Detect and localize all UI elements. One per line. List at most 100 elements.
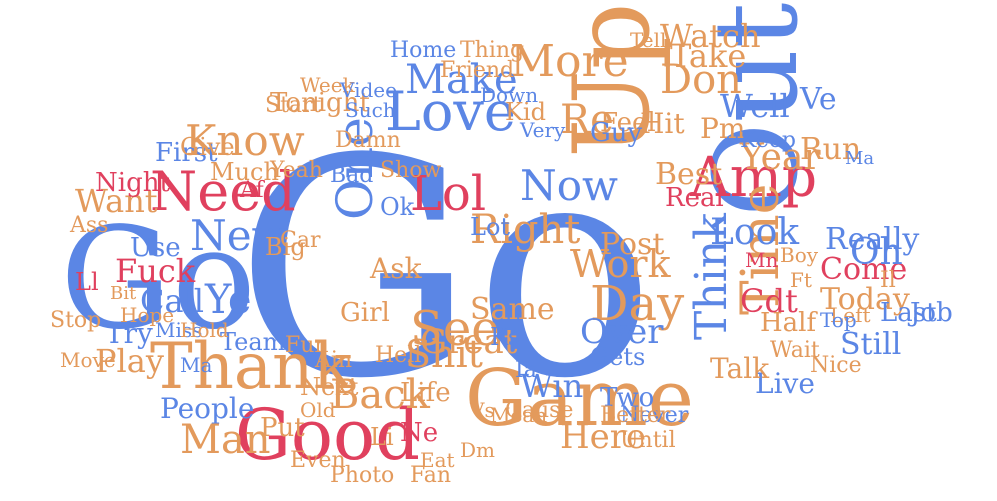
- cloud-word: Back: [330, 372, 430, 418]
- cloud-word: Ass: [70, 213, 109, 238]
- cloud-word: Live: [755, 367, 815, 400]
- cloud-word: Watch: [660, 17, 761, 55]
- cloud-word: Much: [210, 158, 279, 186]
- cloud-word: Yeah: [270, 158, 323, 183]
- cloud-word: Move: [60, 348, 116, 372]
- cloud-word: Cause: [505, 398, 574, 423]
- cloud-word: Last: [880, 298, 937, 328]
- cloud-word: Today: [820, 282, 910, 317]
- cloud-word: Photo: [330, 463, 395, 488]
- cloud-word: Hell: [375, 343, 422, 368]
- cloud-word: Il: [880, 268, 896, 293]
- cloud-word: Same: [470, 292, 555, 327]
- cloud-word: Ft: [790, 268, 812, 292]
- cloud-word: Lol: [410, 166, 487, 222]
- cloud-word: People: [160, 392, 255, 425]
- cloud-word: Big: [265, 233, 306, 261]
- cloud-word: Love: [385, 80, 516, 143]
- cloud-word: Dm: [460, 438, 495, 462]
- cloud-word: Ain: [315, 348, 353, 373]
- cloud-word: Still: [840, 327, 902, 362]
- cloud-word: Fan: [410, 463, 452, 488]
- cloud-word: Tonight: [270, 88, 370, 118]
- cloud-word: Even: [290, 448, 346, 473]
- cloud-word: Real: [665, 183, 724, 213]
- cloud-word: Post: [600, 227, 665, 262]
- cloud-word: Over: [580, 312, 664, 352]
- cloud-word: Friend: [440, 58, 515, 83]
- cloud-word: Video: [340, 78, 398, 102]
- cloud-word: Work: [570, 242, 671, 286]
- cloud-word: Make: [405, 57, 518, 103]
- cloud-word: Car: [280, 228, 321, 253]
- cloud-word: See: [410, 301, 500, 357]
- cloud-word: New: [190, 211, 288, 260]
- cloud-word: Nice: [810, 353, 862, 378]
- cloud-word: Ve: [800, 82, 837, 117]
- cloud-word: Keep: [740, 128, 796, 153]
- cloud-word: Game: [465, 354, 694, 444]
- cloud-word: Tell: [630, 28, 667, 52]
- cloud-word: Ks: [490, 323, 521, 351]
- cloud-word: Ne: [400, 418, 439, 448]
- cloud-word: Old: [300, 398, 336, 422]
- cloud-word: Li: [370, 423, 394, 451]
- cloud-word: Wait: [770, 338, 820, 363]
- cloud-word: Take: [670, 37, 747, 75]
- cloud-word: Cdt: [740, 282, 798, 320]
- cloud-word: Oh: [850, 232, 903, 273]
- cloud-word: Vs: [470, 398, 495, 422]
- cloud-word: Ia: [515, 358, 537, 383]
- cloud-word: Amp: [690, 145, 818, 209]
- cloud-word: Year: [740, 137, 821, 178]
- cloud-word: Top: [820, 308, 857, 332]
- cloud-word: Boy: [780, 243, 819, 267]
- cloud-word: Talk: [710, 352, 770, 385]
- cloud-word: Such: [345, 98, 396, 122]
- cloud-word: Know: [185, 116, 305, 165]
- cloud-word: Pm: [700, 112, 746, 145]
- cloud-word: Right: [470, 207, 581, 253]
- cloud-word: Here: [560, 417, 647, 457]
- cloud-word: Week: [300, 73, 355, 97]
- cloud-word: Shit: [405, 332, 483, 376]
- cloud-word: Stop: [50, 308, 102, 333]
- cloud-word: Night: [95, 168, 170, 198]
- cloud-word: Start: [265, 93, 322, 118]
- cloud-word: Better: [600, 403, 671, 428]
- cloud-word: Hold: [180, 318, 229, 342]
- cloud-word: Girl: [340, 298, 390, 328]
- cloud-word: Ok: [380, 193, 415, 221]
- cloud-word: Great: [420, 322, 518, 362]
- cloud-word: Home: [390, 38, 457, 63]
- cloud-word: Hit: [640, 107, 685, 140]
- cloud-word: Want: [75, 182, 158, 220]
- cloud-word: Left: [830, 303, 871, 327]
- cloud-word: Kid: [505, 98, 546, 126]
- cloud-word: Until: [620, 428, 676, 453]
- cloud-word: Come: [820, 252, 908, 287]
- cloud-word: More: [510, 36, 629, 87]
- cloud-word: Use: [130, 233, 181, 263]
- cloud-word: Thank: [150, 330, 353, 404]
- cloud-word: Team: [220, 328, 286, 356]
- cloud-word: Put: [260, 413, 305, 443]
- cloud-word: Try: [105, 317, 153, 350]
- cloud-word: Mn: [745, 248, 779, 272]
- cloud-word: Need: [150, 160, 296, 223]
- cloud-word: Miss: [155, 318, 203, 342]
- cloud-word: Next: [300, 373, 359, 401]
- cloud-word: First: [155, 138, 218, 168]
- cloud-word: Life: [400, 378, 451, 408]
- cloud-word: Ask: [370, 252, 422, 285]
- cloud-word: Very: [520, 118, 566, 142]
- cloud-word: Mean: [490, 403, 548, 427]
- cloud-word: Hope: [120, 303, 175, 327]
- cloud-word: Gets: [590, 343, 646, 371]
- cloud-word: Man: [180, 417, 271, 463]
- cloud-word: Lot: [470, 213, 511, 241]
- cloud-word: Think: [686, 213, 737, 340]
- cloud-word: Call: [140, 282, 205, 320]
- cloud-word: Don: [660, 57, 742, 103]
